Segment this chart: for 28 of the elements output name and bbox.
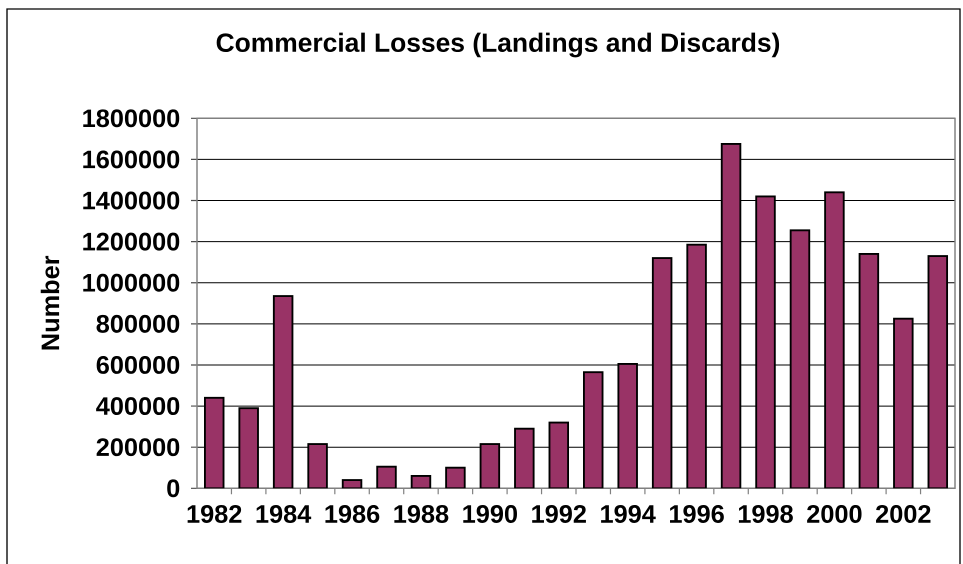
x-tick-label: 1982 [188, 505, 242, 523]
y-tick-label: 200000 [96, 438, 180, 456]
y-tick-label: 1000000 [83, 274, 180, 292]
x-tick-label: 1990 [463, 505, 517, 523]
y-tick-label: 1200000 [83, 232, 180, 251]
bar [825, 192, 844, 488]
y-tick-label: 0 [167, 479, 180, 498]
bar [790, 230, 810, 488]
x-tick-label: 1986 [325, 505, 380, 523]
x-tick-label: 2002 [876, 505, 930, 523]
bar [687, 244, 706, 488]
x-tick-label: 1992 [532, 505, 586, 523]
bar [756, 196, 775, 488]
y-tick-label: 800000 [96, 314, 180, 333]
y-tick-label: 1600000 [83, 150, 180, 168]
y-tick-label: 400000 [96, 397, 180, 416]
y-axis-title: Number [40, 256, 60, 350]
x-tick-label: 2000 [807, 505, 862, 523]
chart-title: Commercial Losses (Landings and Discards) [216, 32, 780, 58]
y-tick-label: 1800000 [83, 109, 180, 128]
x-tick-label: 1984 [256, 505, 312, 523]
x-tick-label: 1998 [738, 505, 793, 523]
bar [722, 144, 740, 488]
y-tick-label: 600000 [96, 356, 180, 374]
x-tick-label: 1988 [394, 505, 448, 523]
x-tick-label: 1996 [670, 505, 724, 523]
x-tick-label: 1994 [601, 505, 656, 523]
y-tick-label: 1400000 [83, 192, 180, 210]
